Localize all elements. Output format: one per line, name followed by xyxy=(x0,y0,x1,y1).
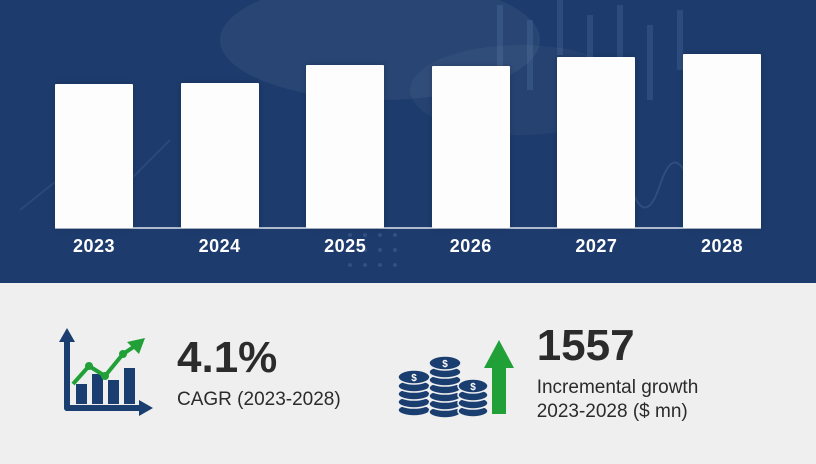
incremental-growth-label: Incremental growth 2023-2028 ($ mn) xyxy=(537,376,699,424)
incremental-growth-stat: $ $ $ xyxy=(393,321,699,424)
svg-text:$: $ xyxy=(470,382,476,393)
x-axis-label: 2028 xyxy=(700,236,743,256)
chart-bar xyxy=(682,54,761,228)
chart-bar xyxy=(306,65,385,228)
chart-bar xyxy=(431,66,510,228)
cagr-label: CAGR (2023-2028) xyxy=(177,389,341,411)
incremental-growth-value: 1557 xyxy=(536,321,635,371)
x-axis-label: 2025 xyxy=(324,236,367,256)
chart-baseline xyxy=(55,227,761,229)
svg-text:$: $ xyxy=(442,359,448,370)
incremental-growth-label-line2: 2023-2028 ($ mn) xyxy=(536,401,688,423)
coins-growth-icon: $ $ $ xyxy=(396,340,514,419)
svg-text:$: $ xyxy=(411,373,417,384)
chart-bar xyxy=(180,83,259,228)
stats-section: 4.1% CAGR (2023-2028) $ xyxy=(0,283,816,464)
x-axis-label: 2026 xyxy=(449,236,492,256)
x-axis-label: 2024 xyxy=(198,236,241,256)
bar-chart xyxy=(55,0,761,228)
bar-chart-growth-icon xyxy=(59,328,153,416)
x-axis-label: 2027 xyxy=(575,236,618,256)
incremental-growth-label-line1: Incremental growth xyxy=(536,377,699,399)
cagr-stat: 4.1% CAGR (2023-2028) xyxy=(55,326,341,421)
cagr-value: 4.1% xyxy=(177,333,278,383)
chart-section: 2023 2024 2025 2026 2027 2028 xyxy=(0,0,816,283)
chart-bar xyxy=(557,57,636,228)
chart-bar xyxy=(55,84,133,228)
x-axis-labels: 2023 2024 2025 2026 2027 2028 xyxy=(55,236,761,257)
x-axis-label: 2023 xyxy=(72,236,116,256)
